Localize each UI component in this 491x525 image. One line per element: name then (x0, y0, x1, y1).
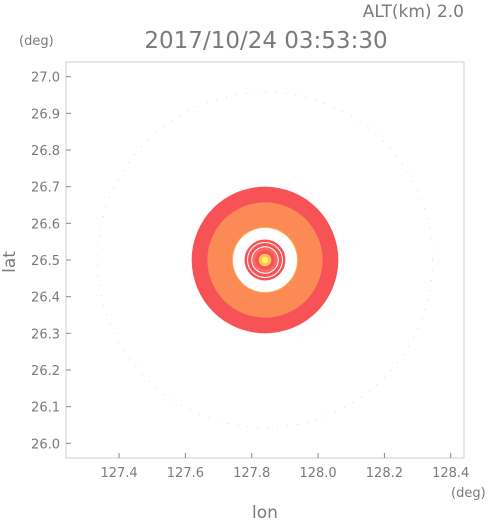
echo-core (261, 256, 269, 264)
y-tick-label: 26.2 (31, 364, 60, 379)
y-axis-label: lat (0, 251, 20, 273)
y-axis-unit: (deg) (19, 34, 54, 49)
y-tick-label: 27.0 (31, 71, 60, 86)
x-tick-label: 127.6 (167, 466, 204, 481)
y-axis-ticks: 26.0 26.1 26.2 26.3 26.4 26.5 26.6 26.7 26.8 26.9… (31, 71, 71, 452)
radar-echo (191, 186, 339, 334)
altitude-label: ALT(km) 2.0 (363, 2, 464, 22)
x-tick-label: 128.0 (299, 466, 336, 481)
y-tick-label: 26.4 (31, 291, 60, 306)
timestamp-title: 2017/10/24 03:53:30 (144, 28, 387, 54)
x-axis-unit: (deg) (451, 486, 486, 501)
x-tick-label: 127.8 (233, 466, 270, 481)
range-ring (96, 91, 434, 429)
x-axis-label: lon (252, 503, 278, 521)
x-tick-label: 128.2 (366, 466, 403, 481)
y-tick-label: 26.0 (31, 437, 60, 452)
x-tick-label: 128.4 (432, 466, 469, 481)
y-tick-label: 26.3 (31, 327, 60, 342)
y-tick-label: 26.9 (31, 107, 60, 122)
y-tick-label: 26.5 (31, 254, 60, 269)
x-tick-label: 127.4 (100, 466, 137, 481)
y-tick-label: 26.8 (31, 144, 60, 159)
x-axis-ticks: 127.4 127.6 127.8 128.0 128.2 128.4 (100, 453, 469, 481)
y-tick-label: 26.1 (31, 401, 60, 416)
range-ring-circle (96, 91, 434, 429)
y-tick-label: 26.6 (31, 217, 60, 232)
y-tick-label: 26.7 (31, 181, 60, 196)
